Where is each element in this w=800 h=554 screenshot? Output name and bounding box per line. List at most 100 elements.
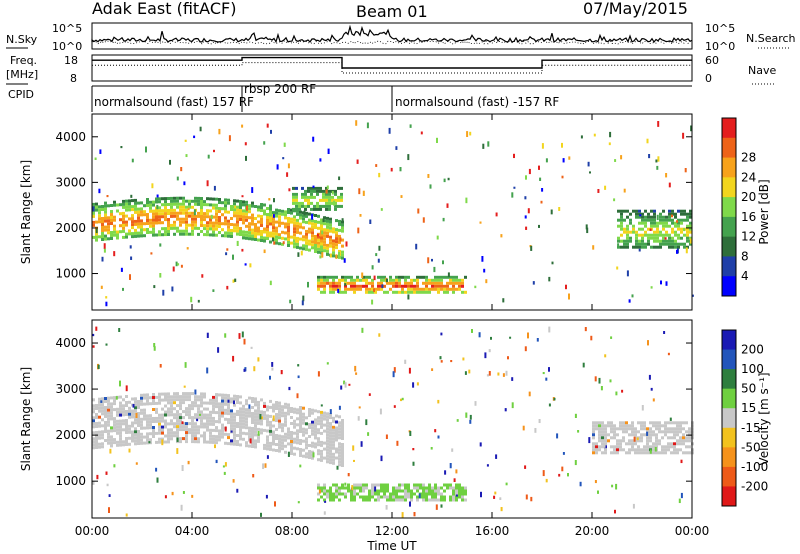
velocity-cell-0-478: [209, 431, 212, 435]
velocity-cell-0-628: [248, 411, 251, 415]
power-cell-0-480: [248, 237, 251, 241]
velocity-cell-0-464: [206, 416, 209, 420]
power-cell-0-706: [323, 216, 326, 220]
power-cell-0-604: [290, 241, 293, 245]
power-noise-72: [656, 214, 659, 221]
velocity-cell-0-823: [299, 421, 302, 424]
velocity-noise-23: [357, 416, 360, 421]
power-cell-3-49: [635, 236, 638, 240]
velocity-cell-0-384: [185, 431, 188, 435]
velocity-cell-0-183: [134, 436, 137, 440]
power-cell-0-214: [164, 215, 167, 219]
velocity-cell-0-541: [224, 441, 227, 445]
velocity-cell-2-214: [673, 442, 676, 446]
power-cell-2-107: [392, 278, 395, 282]
velocity-cell-2-149: [649, 430, 652, 434]
velocity-cell-0-148: [125, 440, 128, 443]
power-cell-3-47: [635, 230, 638, 234]
velocity-cell-0-18: [95, 425, 98, 428]
velocity-cell-0-548: [227, 412, 230, 416]
power-cell-0-466: [245, 218, 248, 222]
velocity-cell-2-251: [688, 436, 691, 440]
power-cell-0-218: [164, 233, 167, 237]
velocity-cell-0-650: [254, 397, 257, 401]
velocity-noise-51: [367, 432, 370, 436]
power-cell-0-487: [251, 228, 254, 232]
power-cell-0-473: [248, 210, 251, 214]
velocity-cell-0-368: [182, 401, 185, 405]
velocity-cell-0-25: [98, 397, 101, 401]
power-cell-3-126: [662, 209, 665, 213]
power-cell-2-158: [425, 278, 428, 282]
power-cell-0-149: [143, 213, 146, 217]
velocity-cell-0-440: [200, 401, 203, 405]
velocity-cell-0-358: [179, 416, 182, 420]
power-cell-0-385: [218, 222, 221, 225]
velocity-cell-1-64: [365, 483, 368, 487]
power-cell-0-180: [152, 233, 155, 237]
velocity-cell-2-150: [649, 433, 652, 437]
power-cell-0-76: [119, 212, 122, 216]
velocity-cell-0-584: [236, 413, 239, 416]
power-noise-42: [273, 198, 275, 203]
power-cell-1-39: [313, 186, 316, 190]
power-noise-116: [380, 208, 383, 211]
power-cell-3-77: [644, 230, 647, 234]
power-cell-3-28: [626, 233, 629, 237]
power-cell-3-44: [635, 209, 638, 213]
power-cell-0-83: [122, 211, 125, 215]
velocity-cell-0-776: [284, 450, 287, 454]
velocity-cell-0-884: [314, 445, 317, 449]
velocity-cell-2-190: [664, 430, 667, 434]
velocity-noise-125: [161, 439, 164, 446]
velocity-cell-0-55: [104, 412, 107, 415]
velocity-cell-1-169: [431, 498, 434, 502]
power-noise-89: [228, 135, 231, 142]
velocity-cell-0-373: [182, 428, 185, 432]
power-cell-0-353: [209, 215, 212, 219]
velocity-cell-0-715: [269, 447, 272, 451]
power-cell-2-72: [365, 278, 368, 282]
power-cell-1-90: [340, 192, 343, 196]
velocity-cell-0-837: [302, 427, 305, 431]
velocity-cell-0-162: [131, 409, 134, 413]
velocity-cell-0-438: [200, 395, 203, 399]
velocity-cell-0-75: [107, 438, 110, 442]
velocity-cell-1-52: [356, 483, 359, 487]
power-cell-3-183: [680, 212, 683, 216]
velocity-noise-179: [598, 377, 601, 384]
power-cell-0-236: [170, 223, 173, 227]
velocity-cell-0-219: [143, 417, 146, 421]
power-cell-3-95: [650, 233, 653, 237]
velocity-cell-0-301: [167, 395, 170, 399]
velocity-cell-2-177: [658, 430, 661, 434]
velocity-cell-2-15: [595, 448, 598, 452]
power-cell-2-37: [338, 287, 341, 291]
velocity-cell-2-0: [592, 421, 595, 425]
power-noise-14: [95, 228, 98, 234]
power-cell-3-175: [677, 221, 680, 225]
velocity-cell-0-237: [149, 402, 152, 406]
velocity-noise-56: [224, 462, 227, 467]
velocity-cell-0-330: [173, 407, 176, 411]
power-cell-0-282: [185, 217, 188, 221]
power-cell-1-12: [295, 207, 298, 211]
velocity-cell-1-213: [461, 495, 464, 499]
velocity-cell-0-725: [272, 442, 275, 446]
power-cell-0-26: [101, 217, 104, 220]
power-cell-0-270: [182, 205, 185, 209]
power-cell-0-57: [110, 219, 113, 222]
x-tick-label-2: 08:00: [275, 524, 310, 538]
velocity-cell-0-67: [107, 411, 110, 415]
velocity-noise-148: [184, 362, 187, 368]
velocity-cell-0-277: [158, 440, 161, 444]
velocity-cell-0-598: [239, 425, 242, 429]
velocity-noise-73: [347, 473, 350, 477]
power-noise-58: [469, 131, 472, 136]
velocity-cell-0-318: [170, 410, 173, 414]
velocity-cell-0-942: [329, 437, 332, 441]
velocity-cell-2-121: [637, 448, 640, 452]
power-cell-2-217: [461, 290, 464, 294]
velocity-noise-156: [224, 426, 227, 432]
power-cell-0-396: [224, 204, 227, 208]
